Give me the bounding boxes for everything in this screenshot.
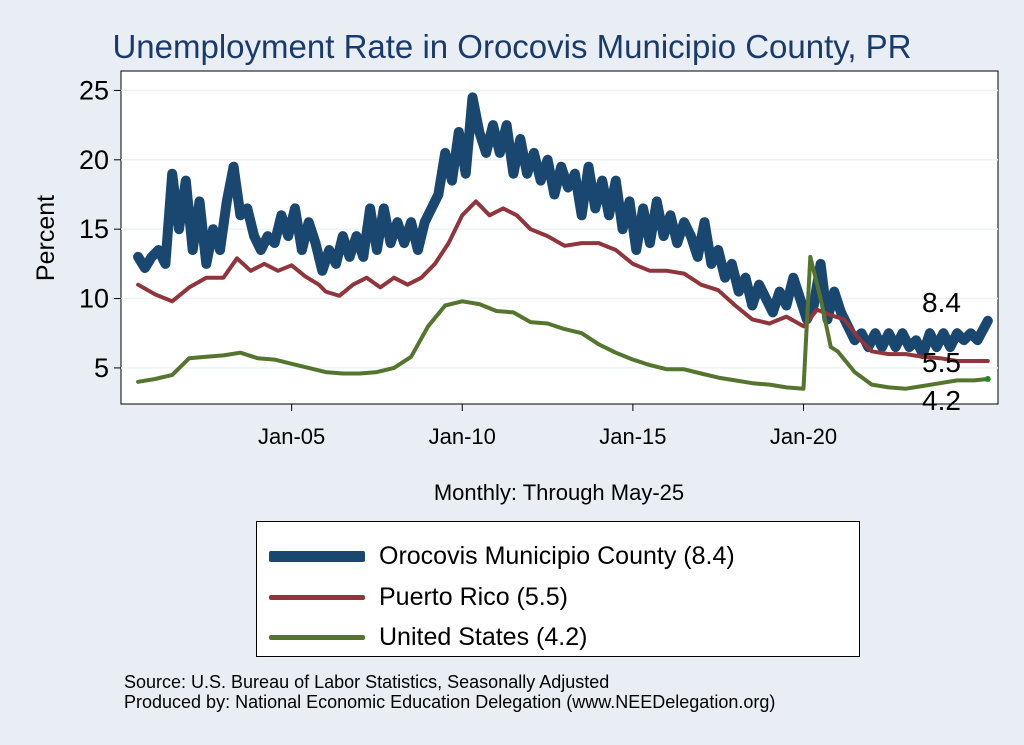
source-note: Source: U.S. Bureau of Labor Statistics,… <box>124 672 775 712</box>
y-tick-label: 25 <box>79 75 109 105</box>
source-line: Source: U.S. Bureau of Labor Statistics,… <box>124 672 610 692</box>
y-tick-label: 20 <box>79 145 109 175</box>
x-axis-title: Monthly: Through May-25 <box>433 480 685 505</box>
legend-item-united-states: United States (4.2) <box>269 619 587 655</box>
legend-label-puerto-rico: Puerto Rico (5.5) <box>379 582 568 611</box>
legend-label-united-states: United States (4.2) <box>379 622 588 651</box>
line-chart: 5 10 15 20 25 Jan-05 Jan-10 Jan-15 Jan-20 8.4 5.5… <box>32 70 999 449</box>
x-tick-label: Jan-10 <box>429 424 496 449</box>
producer-line: Produced by: National Economic Education… <box>124 692 776 712</box>
grid <box>121 89 998 369</box>
series-line-united-states <box>136 254 990 391</box>
legend: Orocovis Municipio County (8.4) Puerto R… <box>256 521 860 657</box>
y-tick-label: 5 <box>94 353 109 383</box>
end-labels: 8.4 5.5 4.2 <box>922 287 961 416</box>
end-label-puerto-rico: 5.5 <box>922 347 961 378</box>
y-axis-title: Percent <box>32 195 60 281</box>
legend-swatch-united-states <box>269 634 365 640</box>
x-tick-label: Jan-15 <box>599 424 666 449</box>
series-end-marker-united-states <box>984 376 991 383</box>
legend-swatch-puerto-rico <box>269 594 365 600</box>
y-tick-label: 15 <box>79 214 109 244</box>
legend-item-orocovis: Orocovis Municipio County (8.4) <box>269 538 735 574</box>
y-tick-label: 10 <box>79 284 109 314</box>
legend-label-orocovis: Orocovis Municipio County (8.4) <box>379 541 735 570</box>
series-line-puerto-rico <box>136 199 990 363</box>
legend-item-puerto-rico: Puerto Rico (5.5) <box>269 579 568 615</box>
x-tick-label: Jan-20 <box>770 424 837 449</box>
axes: 5 10 15 20 25 Jan-05 Jan-10 Jan-15 Jan-20 <box>79 75 837 449</box>
legend-swatch-orocovis <box>269 550 365 562</box>
end-label-united-states: 4.2 <box>922 385 961 416</box>
end-label-orocovis: 8.4 <box>922 287 961 318</box>
x-tick-label: Jan-05 <box>258 424 325 449</box>
series <box>133 92 993 391</box>
chart-title: Unemployment Rate in Orocovis Municipio … <box>112 28 912 65</box>
